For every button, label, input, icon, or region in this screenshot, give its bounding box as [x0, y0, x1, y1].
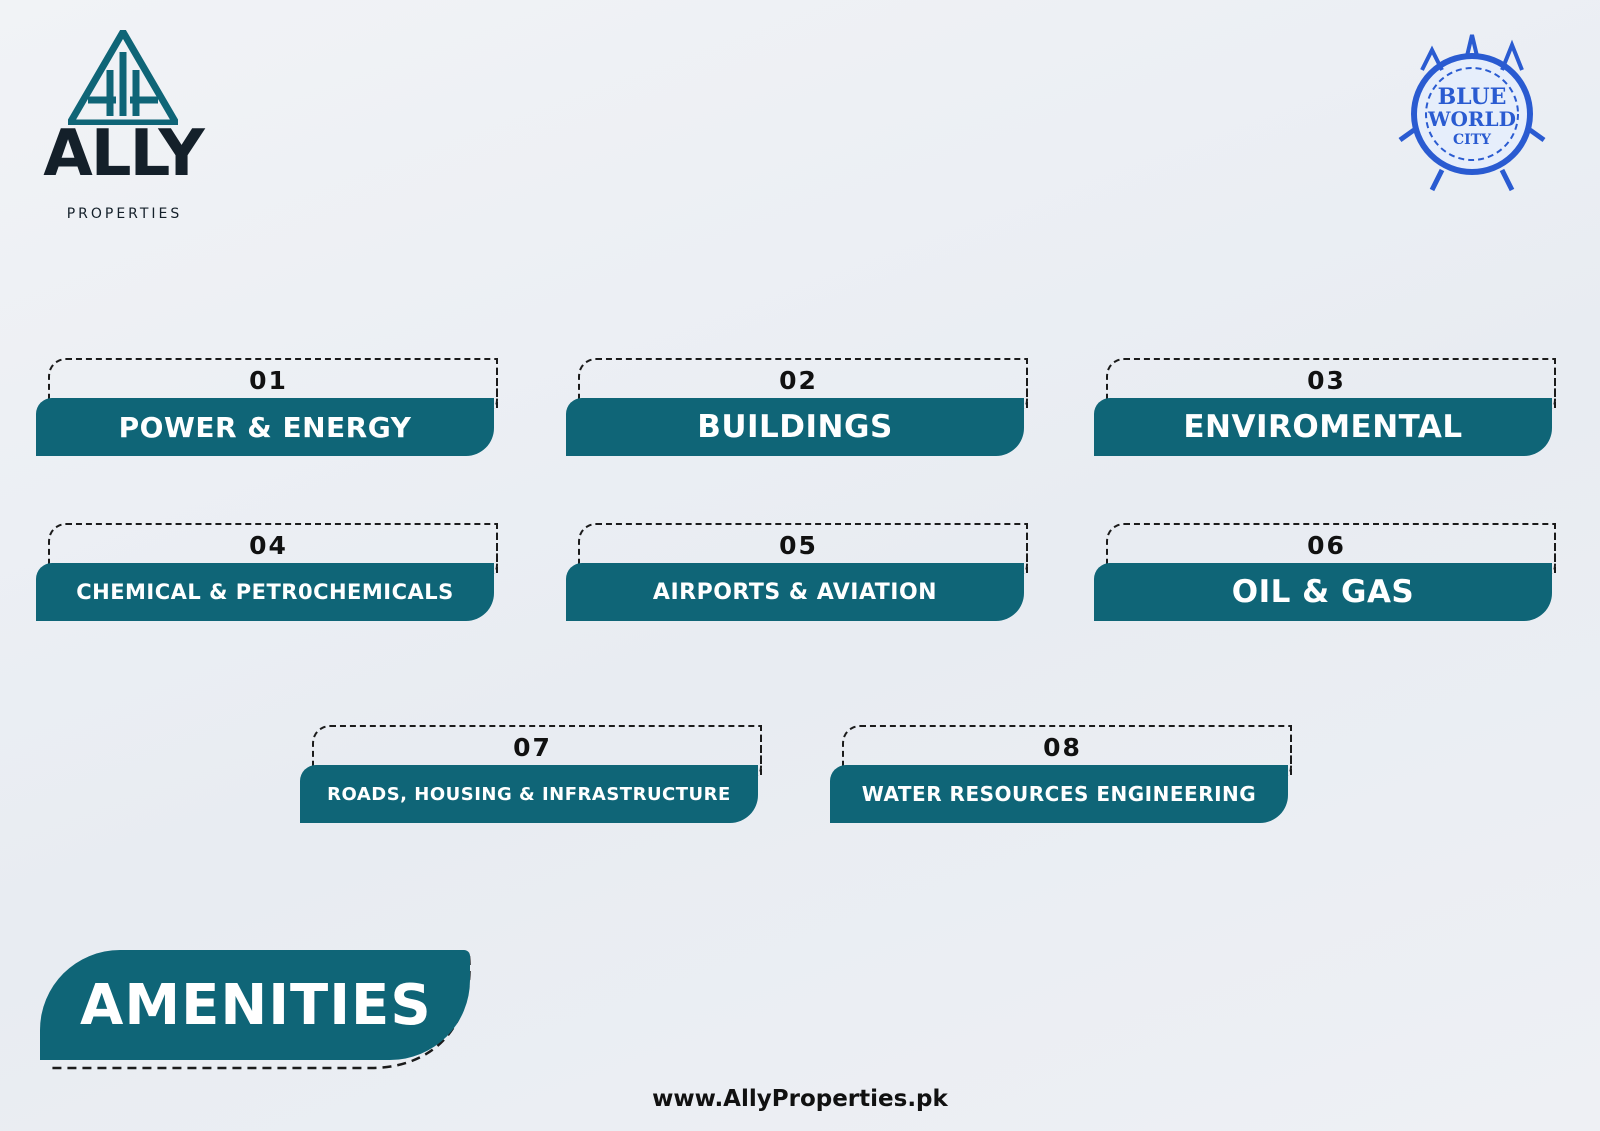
amenity-card: 04 CHEMICAL & PETR0CHEMICALS [36, 523, 501, 623]
svg-text:BLUE: BLUE [1438, 84, 1507, 110]
card-label: ROADS, HOUSING & INFRASTRUCTURE [300, 765, 758, 823]
globe-icon: BLUE WORLD CITY [1398, 34, 1546, 192]
amenity-card: 05 AIRPORTS & AVIATION [566, 523, 1031, 623]
card-dashed-frame [842, 725, 1292, 779]
card-number: 04 [249, 531, 288, 560]
footer-url[interactable]: www.AllyProperties.pk [652, 1086, 948, 1112]
amenity-card: 01 POWER & ENERGY [36, 358, 501, 458]
card-label: CHEMICAL & PETR0CHEMICALS [36, 563, 494, 621]
amenity-card: 07 ROADS, HOUSING & INFRASTRUCTURE [300, 725, 765, 825]
card-label: BUILDINGS [566, 398, 1024, 456]
card-dashed-frame [48, 523, 498, 577]
amenity-card: 06 OIL & GAS [1094, 523, 1559, 623]
card-dashed-frame [48, 358, 498, 412]
section-title: AMENITIES [40, 950, 470, 1060]
card-label: POWER & ENERGY [36, 398, 494, 456]
amenity-card: 03 ENVIROMENTAL [1094, 358, 1559, 458]
card-label: WATER RESOURCES ENGINEERING [830, 765, 1288, 823]
ally-properties-logo: ALLY PROPERTIES [38, 30, 208, 222]
card-number: 02 [779, 366, 818, 395]
amenities-banner: AMENITIES [40, 950, 480, 1075]
card-label: OIL & GAS [1094, 563, 1552, 621]
amenity-card: 08 WATER RESOURCES ENGINEERING [830, 725, 1295, 825]
ally-triangle-icon [68, 30, 178, 125]
blue-world-city-logo: BLUE WORLD CITY [1392, 30, 1552, 195]
card-number: 08 [1043, 733, 1082, 762]
card-label: ENVIROMENTAL [1094, 398, 1552, 456]
card-dashed-frame [1106, 358, 1556, 412]
card-dashed-frame [312, 725, 762, 779]
svg-text:CITY: CITY [1453, 132, 1492, 148]
amenity-card: 02 BUILDINGS [566, 358, 1031, 458]
card-number: 05 [779, 531, 818, 560]
svg-text:WORLD: WORLD [1427, 107, 1516, 131]
card-number: 06 [1307, 531, 1346, 560]
card-dashed-frame [1106, 523, 1556, 577]
card-number: 07 [513, 733, 552, 762]
card-dashed-frame [578, 358, 1028, 412]
brand-word: ALLY [43, 117, 204, 191]
card-dashed-frame [578, 523, 1028, 577]
card-number: 01 [249, 366, 288, 395]
brand-sub: PROPERTIES [66, 206, 183, 222]
card-number: 03 [1307, 366, 1346, 395]
card-label: AIRPORTS & AVIATION [566, 563, 1024, 621]
